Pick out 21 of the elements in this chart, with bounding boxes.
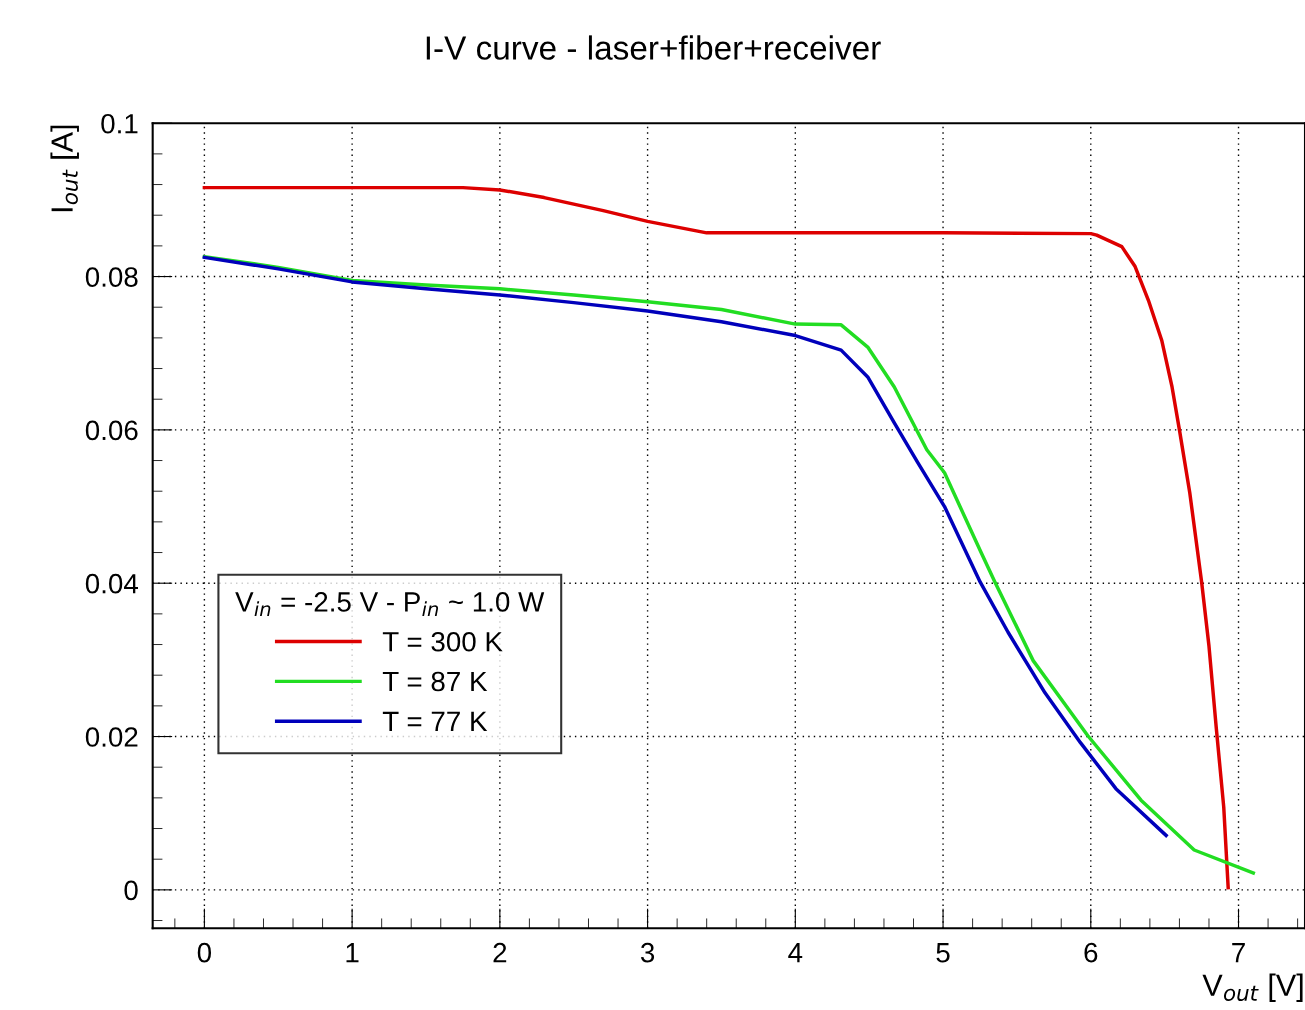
chart-title: I-V curve - laser+fiber+receiver	[426, 35, 881, 60]
x-tick-label: 7	[1232, 943, 1245, 963]
y-tick-label: 0.08	[85, 267, 138, 287]
x-tick-label: 6	[1084, 942, 1098, 963]
x-tick-label: 0	[197, 942, 212, 963]
y-axis-title: I$_{out}$ [A]	[50, 125, 79, 212]
y-tick-label: 0.02	[85, 727, 138, 747]
x-tick-label: 3	[640, 942, 655, 963]
x-tick-label: 4	[788, 943, 803, 963]
y-tick-label: 0.06	[85, 420, 138, 441]
legend-label: T = 87 K	[382, 671, 488, 692]
legend-label: T = 77 K	[382, 711, 488, 731]
x-axis-title: V$_{out}$ [V]	[1202, 973, 1303, 1003]
x-tick-label: 1	[346, 943, 359, 963]
y-tick-label: 0.04	[85, 573, 138, 594]
x-tick-label: 2	[493, 942, 507, 963]
y-tick-label: 0.1	[101, 113, 138, 134]
legend-label: T = 300 K	[382, 631, 503, 652]
y-tick-label: 0	[124, 880, 138, 901]
legend-title: V$_{in}$ = -2.5 V - P$_{in}$ ~ 1.0 W	[235, 592, 545, 617]
x-tick-label: 5	[936, 943, 950, 963]
